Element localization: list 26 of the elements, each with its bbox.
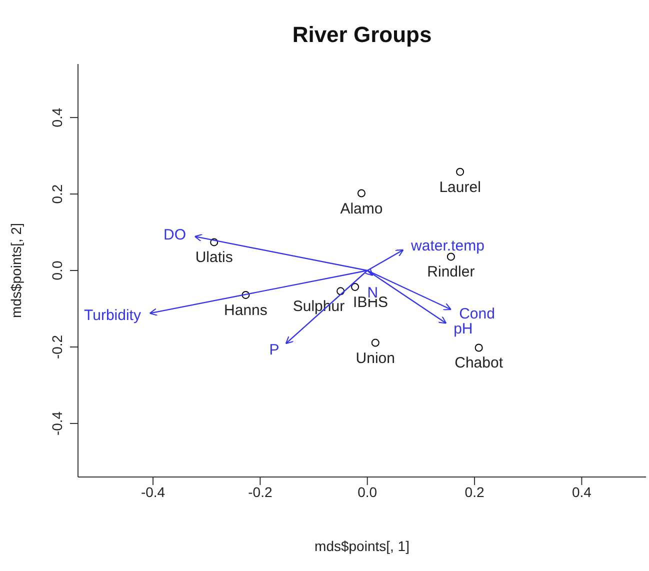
y-axis-title: mds$points[, 2] (8, 223, 24, 318)
series-label: Laurel (439, 178, 481, 196)
y-tick-label: 0.2 (49, 184, 65, 204)
x-tick-label: 0.4 (572, 484, 592, 500)
series-label: pH (454, 320, 473, 338)
x-tick-label: 0.2 (464, 484, 484, 500)
x-tick-label: -0.2 (248, 484, 272, 500)
y-tick-label: -0.4 (49, 411, 65, 436)
series-label: Chabot (454, 354, 504, 372)
series-label: Rindler (427, 264, 475, 281)
series-label: Hanns (224, 302, 268, 319)
series-label: Cond (459, 305, 495, 322)
y-tick-label: 0.4 (49, 108, 65, 128)
series-label: Alamo (340, 200, 383, 218)
y-tick-label: 0.0 (49, 260, 65, 280)
y-tick-label: -0.2 (49, 334, 65, 360)
series-label: Ulatis (195, 249, 233, 266)
series-label: Turbidity (84, 307, 142, 324)
x-tick-label: -0.4 (140, 484, 166, 500)
series-label: water.temp (410, 237, 484, 254)
x-tick-label: 0.0 (358, 484, 378, 500)
chart-title: River Groups (291, 22, 433, 48)
series-label: DO (163, 226, 186, 244)
series-label: Union (356, 350, 395, 367)
series-label: P (269, 342, 280, 359)
x-axis-title: mds$points[, 1] (314, 538, 410, 554)
